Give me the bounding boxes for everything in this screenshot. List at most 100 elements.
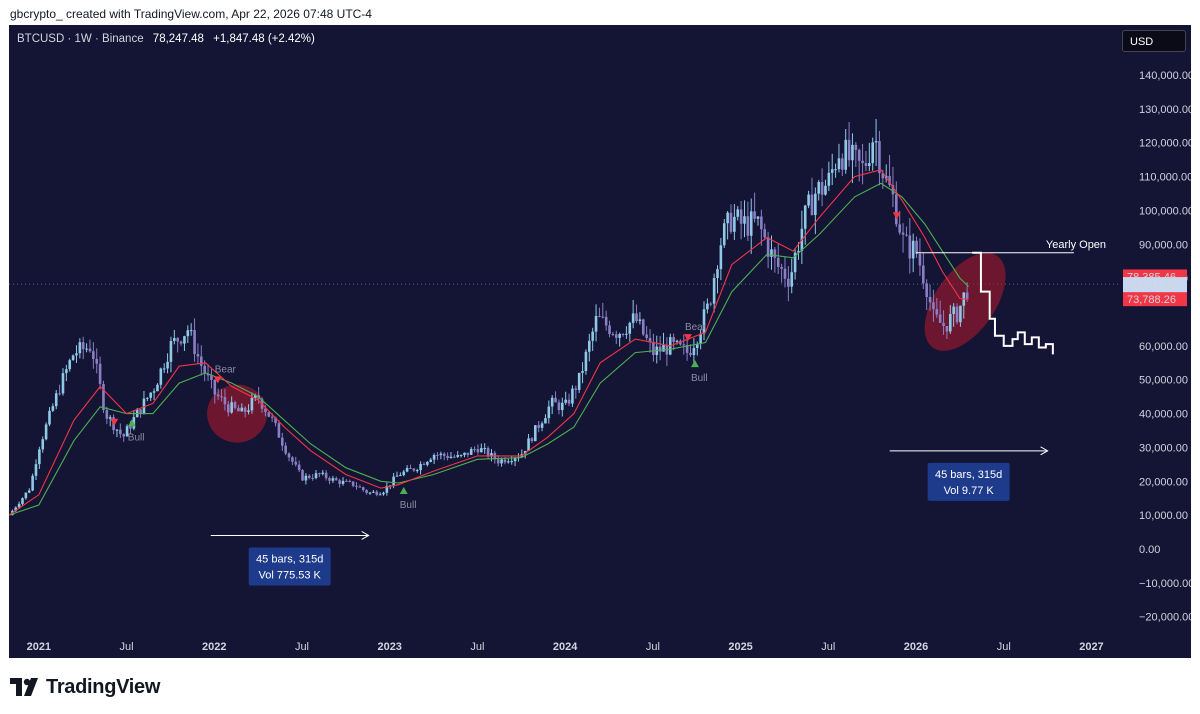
candle-body (105, 410, 109, 419)
candle-body (959, 305, 962, 323)
candle-body (803, 205, 807, 229)
candle-body (264, 408, 267, 413)
candle-body (54, 393, 58, 407)
candle-body (716, 269, 719, 279)
x-axis-year-label: 2026 (904, 641, 928, 653)
candle-body (530, 438, 534, 442)
candle-body (790, 272, 794, 287)
candle-body (571, 388, 574, 404)
candle-body (925, 283, 928, 297)
candle-body (733, 216, 736, 232)
candle-body (938, 314, 942, 323)
tradingview-logo-icon (10, 678, 38, 696)
candle-body (189, 330, 193, 332)
currency-button[interactable]: USD (1122, 30, 1186, 52)
candle-body (345, 480, 348, 482)
candle-body (44, 424, 48, 440)
candle-body (399, 475, 402, 477)
signal-label: Bear (685, 322, 707, 333)
candle-body (243, 407, 247, 412)
candle-body (220, 396, 223, 398)
candle-body (324, 472, 328, 479)
candle-body (726, 212, 729, 224)
candle-body (722, 223, 726, 246)
candle-body (844, 139, 848, 170)
candle-body (233, 402, 237, 408)
candle-body (166, 361, 169, 369)
candle-body (162, 368, 166, 370)
candle-body (709, 303, 713, 305)
candle-body (75, 353, 78, 356)
candle-body (129, 426, 132, 429)
y-axis-tick-label: 60,000.00 (1139, 341, 1188, 353)
candle-body (476, 449, 480, 453)
ema-slow-line (9, 182, 969, 516)
measure-box (927, 462, 1010, 501)
candle-body (621, 333, 625, 335)
measure-box (248, 547, 331, 586)
y-axis-tick-label: 0.00 (1139, 544, 1160, 556)
candle-body (459, 454, 463, 456)
candle-body (17, 503, 21, 508)
price-chart[interactable]: Yearly Open Bull Bear Bull Bear Bull 45 bars, … (9, 25, 1191, 658)
candle-body (766, 237, 770, 257)
candle-body (378, 494, 382, 496)
candle-body (139, 409, 142, 414)
candle-body (746, 216, 750, 236)
tradingview-wordmark: TradingView (46, 675, 161, 698)
candle-body (692, 348, 696, 356)
chart-panel[interactable]: Yearly Open Bull Bear Bull Bear Bull 45 bars, … (9, 25, 1191, 658)
candle-body (584, 351, 588, 372)
tradingview-logo[interactable]: TradingView (10, 674, 160, 700)
candle-body (24, 492, 28, 499)
candle-body (719, 245, 723, 270)
candle-body (102, 383, 105, 411)
candle-body (95, 358, 99, 364)
candle-body (712, 278, 716, 304)
symbol-info: BTCUSD · 1W · Binance 78,247.48 +1,847.4… (17, 33, 315, 45)
candle-body (152, 391, 156, 393)
candle-body (34, 464, 38, 476)
candle-body (658, 346, 662, 352)
candle-body (550, 397, 554, 407)
candle-body (901, 232, 905, 235)
candle-body (564, 399, 567, 403)
candle-body (456, 454, 460, 457)
candle-body (436, 455, 439, 457)
candle-body (594, 315, 598, 332)
candle-body (638, 319, 642, 322)
candle-body (385, 486, 389, 493)
candle-body (146, 397, 149, 399)
measure-bars-label: 45 bars, 315d (935, 469, 1002, 481)
candle-body (61, 373, 65, 394)
candle-body (203, 365, 206, 374)
candle-body (952, 306, 955, 314)
signal-label: Bull (128, 432, 145, 443)
candle-body (510, 461, 513, 463)
candle-body (176, 338, 179, 342)
x-axis-year-label: 2021 (27, 641, 51, 653)
candle-body (854, 144, 858, 150)
candle-body (328, 478, 331, 481)
candle-body (507, 461, 510, 463)
candle-body (574, 388, 578, 390)
candle-body (442, 453, 446, 456)
candle-body (51, 406, 55, 411)
candle-body (500, 459, 503, 464)
candle-body (280, 437, 284, 446)
candle-body (250, 397, 254, 411)
candle-body (635, 313, 638, 322)
symbol-interval: 1W (74, 33, 92, 45)
candle-body (760, 216, 763, 230)
candle-body (739, 209, 743, 224)
candle-body (453, 456, 456, 458)
candle-body (817, 182, 821, 194)
candle-body (743, 216, 746, 224)
candle-body (200, 356, 203, 366)
candle-body (699, 333, 702, 344)
candle-body (375, 491, 379, 495)
candle-body (92, 351, 95, 359)
y-axis-tick-label: 90,000.00 (1139, 239, 1188, 251)
candle-body (311, 477, 314, 479)
candle-body (304, 475, 308, 481)
